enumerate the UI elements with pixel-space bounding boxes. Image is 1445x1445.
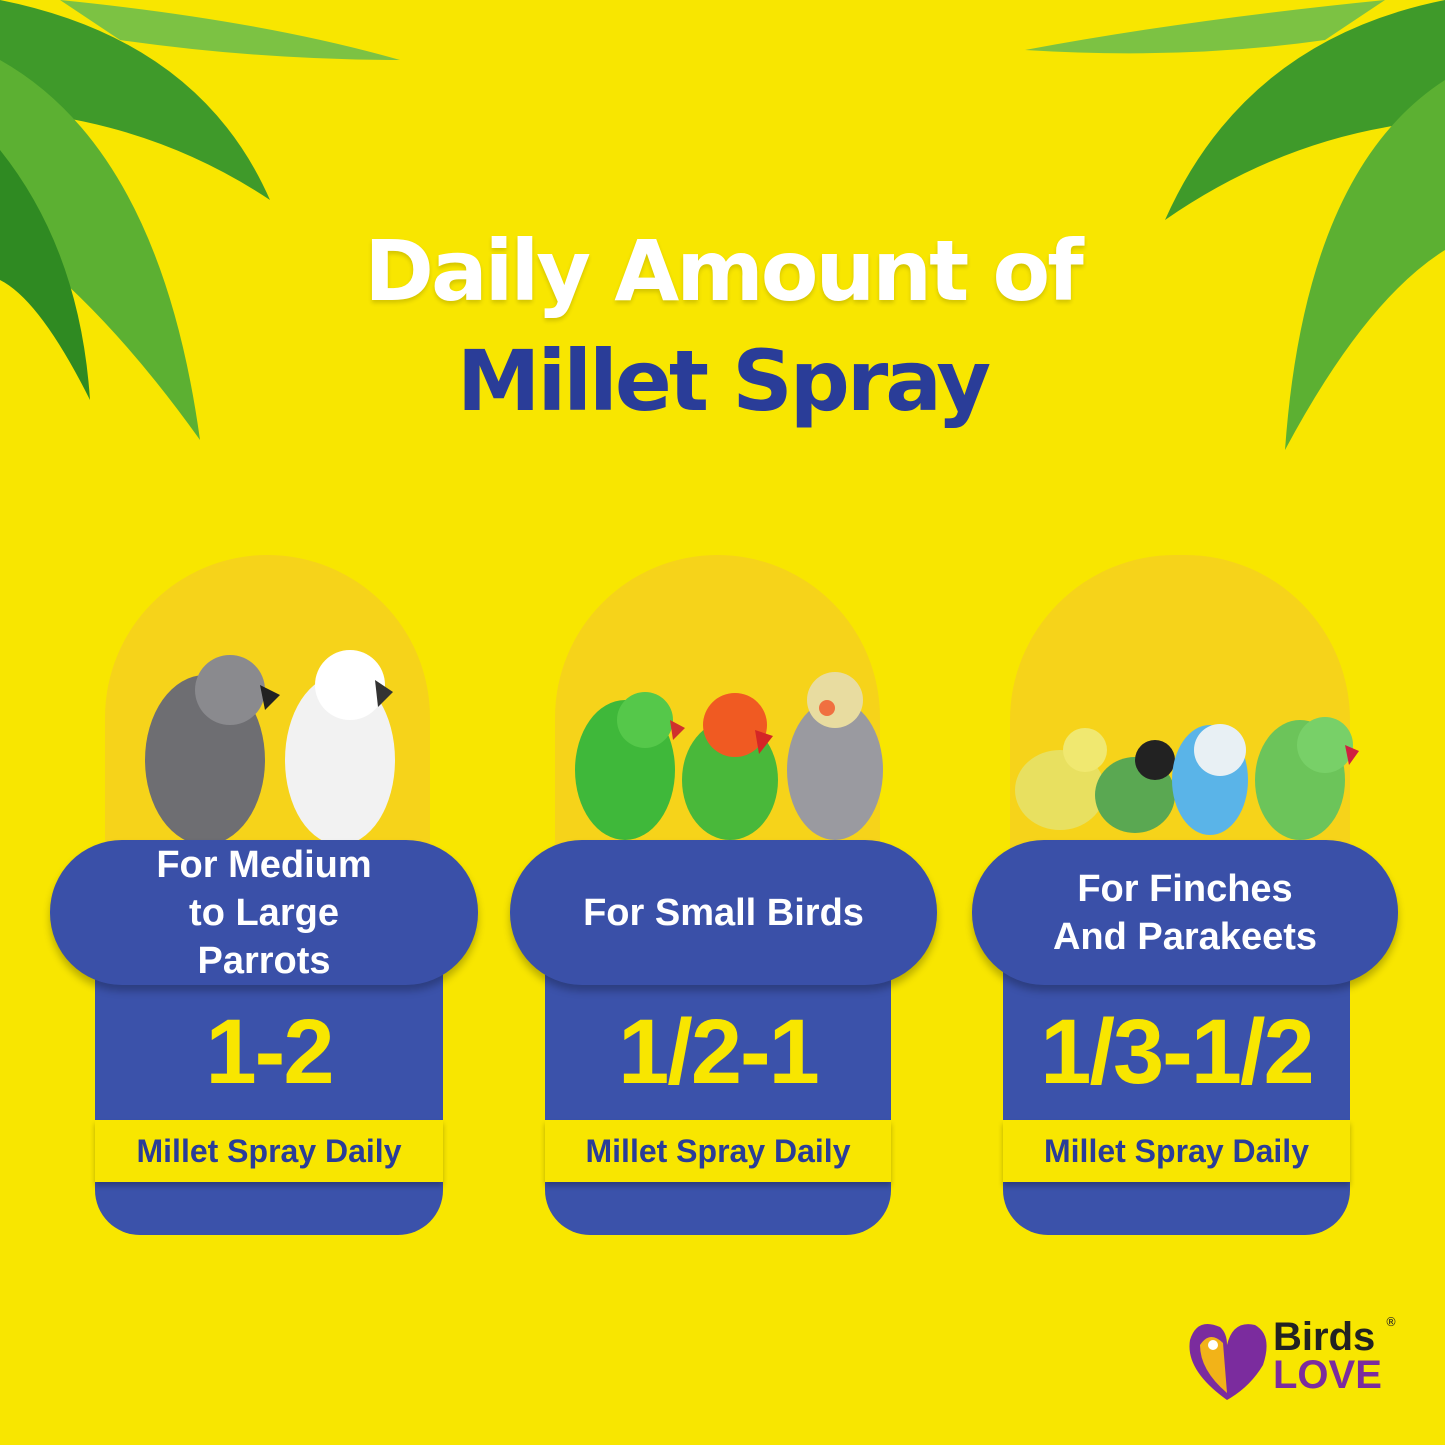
unit-label-1: Millet Spray Daily (95, 1120, 443, 1182)
logo-text-birds: Birds (1273, 1315, 1376, 1359)
brand-logo: Birds ® LOVE (1185, 1315, 1405, 1405)
amount-1: 1-2 (205, 1001, 335, 1103)
title-line-2: Millet Spray (456, 332, 991, 430)
amount-2: 1/2-1 (618, 1001, 820, 1103)
parrot-heart-logo-icon (1189, 1323, 1267, 1400)
finches-parakeets-image (1015, 717, 1359, 840)
card-heading-3: For Finches And Parakeets (972, 840, 1398, 985)
amount-3: 1/3-1/2 (1040, 1001, 1314, 1103)
palm-leaves-right (1025, 0, 1445, 450)
title-line-1: Daily Amount of (364, 222, 1084, 320)
card-heading-1: For Medium to Large Parrots (50, 840, 478, 985)
card-body-3: 1/3-1/2 Millet Spray Daily (1003, 970, 1350, 1235)
card-body-2: 1/2-1 Millet Spray Daily (545, 970, 891, 1235)
palm-leaves-left (0, 0, 400, 440)
unit-label-2: Millet Spray Daily (545, 1120, 891, 1182)
card-heading-2: For Small Birds (510, 840, 937, 985)
logo-text-love: LOVE (1273, 1353, 1382, 1397)
registered-mark: ® (1385, 1315, 1397, 1329)
card-body-1: 1-2 Millet Spray Daily (95, 970, 443, 1235)
small-birds-image (575, 672, 883, 840)
unit-label-3: Millet Spray Daily (1003, 1120, 1350, 1182)
parrots-image (145, 650, 395, 840)
